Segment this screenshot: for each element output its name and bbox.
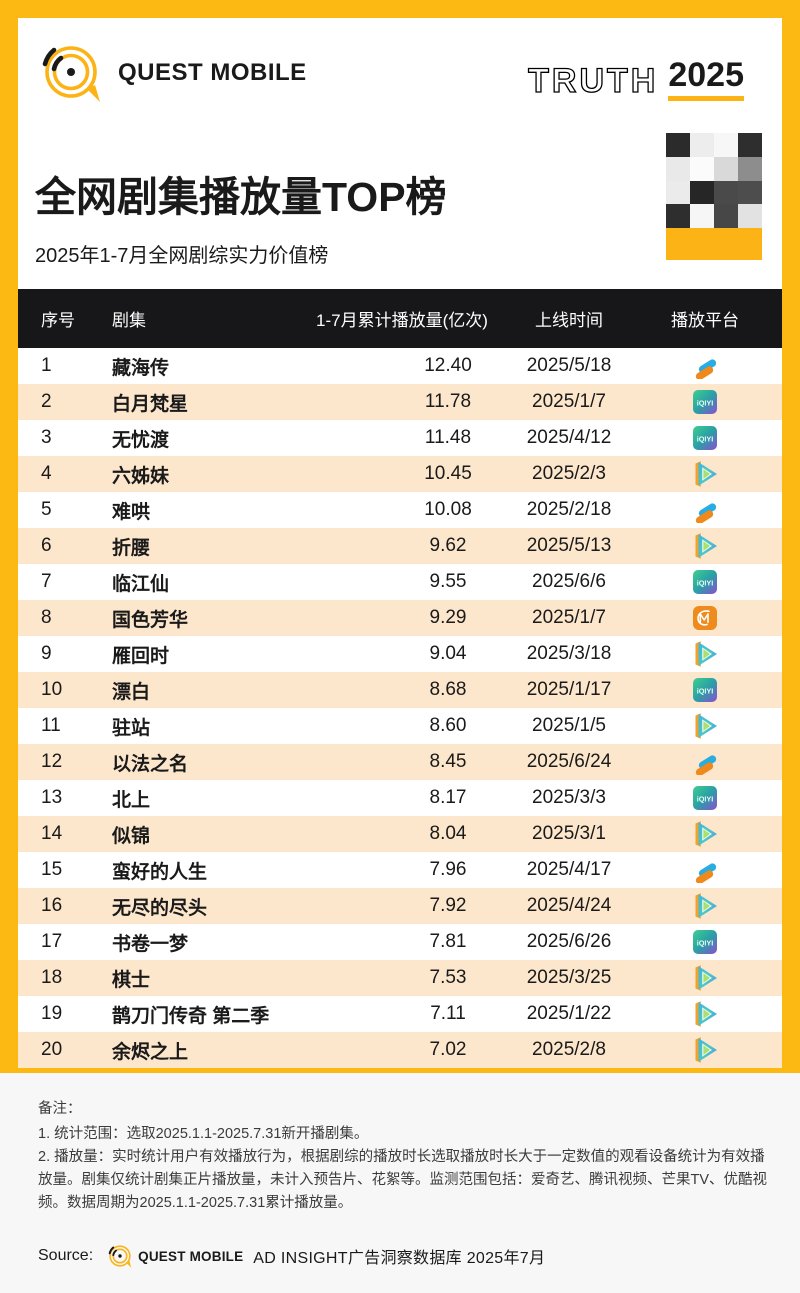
svg-text:iQIYI: iQIYI [697,687,714,696]
svg-text:iQIYI: iQIYI [697,399,714,408]
svg-text:iQIYI: iQIYI [697,579,714,588]
svg-text:iQIYI: iQIYI [697,435,714,444]
svg-text:iQIYI: iQIYI [697,795,714,804]
svg-text:iQIYI: iQIYI [697,939,714,948]
